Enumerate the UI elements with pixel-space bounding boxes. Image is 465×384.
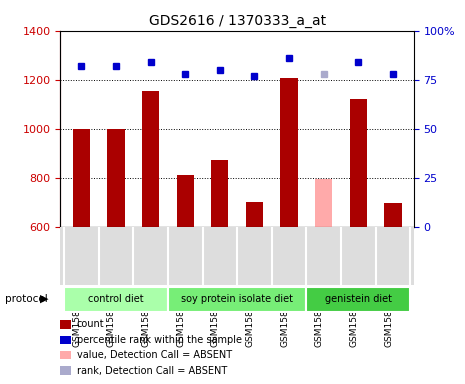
Bar — [211, 161, 228, 227]
Bar — [306, 287, 411, 311]
Bar — [350, 99, 367, 227]
Text: percentile rank within the sample: percentile rank within the sample — [77, 335, 242, 345]
Text: genistein diet: genistein diet — [325, 294, 392, 304]
Bar — [315, 179, 332, 227]
Bar — [107, 129, 125, 227]
Bar — [64, 287, 168, 311]
Title: GDS2616 / 1370333_a_at: GDS2616 / 1370333_a_at — [149, 14, 326, 28]
Text: soy protein isolate diet: soy protein isolate diet — [181, 294, 293, 304]
Bar — [177, 175, 194, 227]
Bar — [73, 129, 90, 227]
Bar — [168, 287, 306, 311]
Text: rank, Detection Call = ABSENT: rank, Detection Call = ABSENT — [77, 366, 227, 376]
Text: count: count — [77, 319, 104, 329]
Bar — [142, 91, 159, 227]
Text: protocol: protocol — [5, 294, 47, 304]
Bar — [280, 78, 298, 227]
Text: value, Detection Call = ABSENT: value, Detection Call = ABSENT — [77, 350, 232, 360]
Text: ▶: ▶ — [40, 294, 49, 304]
Bar — [246, 202, 263, 227]
Bar — [385, 203, 402, 227]
Text: control diet: control diet — [88, 294, 144, 304]
